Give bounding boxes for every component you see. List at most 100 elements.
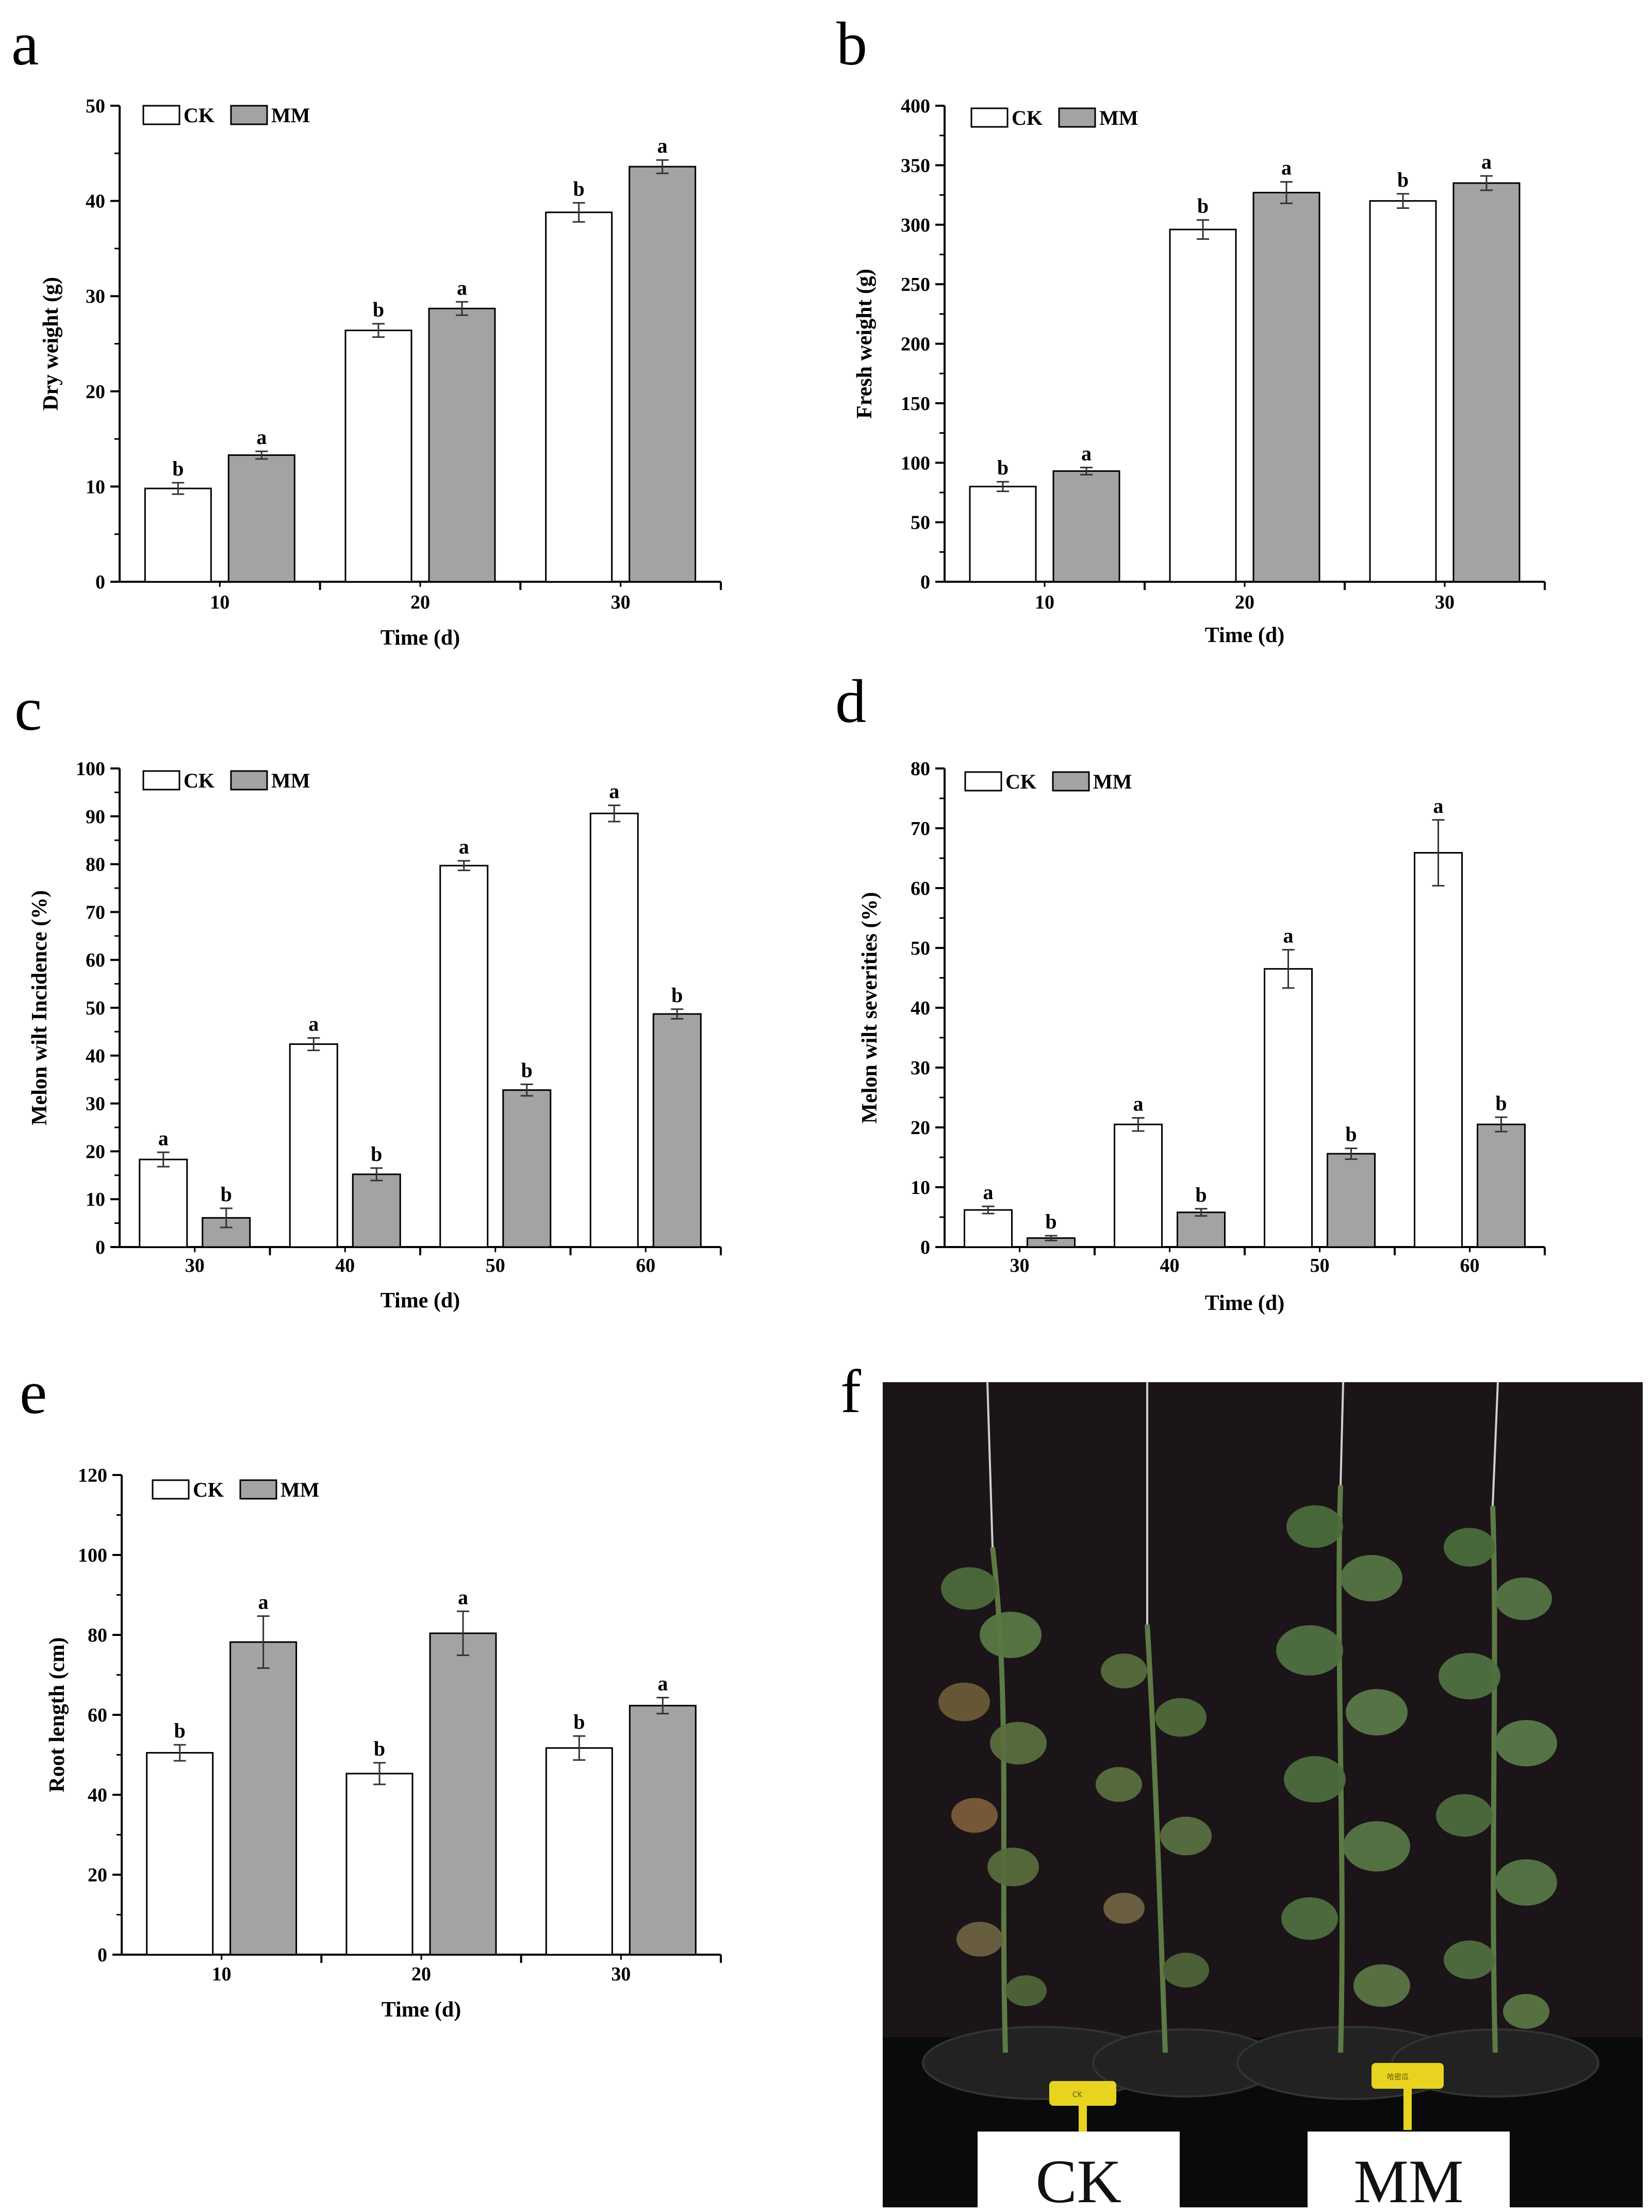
- legend-label-ck: CK: [184, 769, 214, 792]
- bar-ck: [969, 485, 1037, 583]
- y-axis-title: Dry weight (g): [39, 277, 63, 411]
- significance-letter: a: [983, 1181, 994, 1204]
- y-axis-title: Melon wilt Incidence (%): [28, 890, 52, 1125]
- y-tick-label: 60: [88, 1705, 107, 1726]
- bar-ck: [439, 864, 489, 1248]
- legend-swatch-ck: [964, 771, 1002, 792]
- bar-ck: [344, 330, 412, 583]
- bar-mm: [1177, 1211, 1226, 1248]
- leaf: [1281, 1897, 1338, 1940]
- bar-mm: [1452, 182, 1521, 583]
- photo-label-mm: MM: [1353, 2147, 1463, 2212]
- leaf: [1286, 1505, 1343, 1548]
- y-tick-label: 70: [86, 902, 105, 923]
- significance-letter: b: [373, 298, 384, 321]
- y-axis-title: Root length (cm): [45, 1637, 69, 1793]
- legend-label-mm: MM: [271, 104, 310, 127]
- y-tick-label: 50: [911, 938, 930, 959]
- leaf: [1160, 1816, 1212, 1856]
- bar-ck: [146, 1752, 214, 1956]
- significance-letter: a: [458, 1585, 468, 1609]
- bar-mm: [629, 166, 697, 583]
- x-tick-label: 50: [1310, 1255, 1330, 1276]
- leaf: [1495, 1859, 1557, 1906]
- leaf: [1155, 1698, 1207, 1737]
- x-axis-title: Time (d): [1205, 624, 1284, 647]
- legend-swatch-mm: [1052, 771, 1090, 792]
- legend-label-mm: MM: [1093, 770, 1132, 793]
- leaf: [1276, 1625, 1343, 1676]
- bar-mm: [1052, 470, 1120, 583]
- plant-stem: [1490, 1505, 1498, 2053]
- leaf: [938, 1682, 990, 1722]
- y-tick-label: 40: [88, 1784, 107, 1806]
- significance-letter: b: [521, 1058, 533, 1082]
- photo-panel: f CK 哈密瓜 CK MM: [840, 1357, 1643, 2212]
- legend-swatch-mm: [230, 105, 268, 125]
- x-tick-label: 30: [185, 1255, 205, 1276]
- x-tick-label: 30: [1010, 1255, 1030, 1276]
- significance-letter: a: [609, 779, 619, 802]
- significance-letter: b: [1197, 194, 1209, 218]
- x-tick-label: 30: [611, 1963, 631, 1985]
- leaf: [1101, 1653, 1147, 1689]
- chart-panel-e: e 0 20 40 60 80 100 120 10 b a 20 b a 30 b a CK MM Time (d)…: [20, 1358, 722, 2022]
- legend-swatch-ck: [142, 105, 180, 125]
- significance-letter: a: [1281, 156, 1292, 179]
- significance-letter: b: [1345, 1123, 1357, 1146]
- y-tick-label: 30: [911, 1057, 930, 1079]
- bar-mm: [227, 454, 295, 583]
- legend-label-ck: CK: [1005, 770, 1036, 793]
- significance-letter: b: [221, 1183, 232, 1206]
- legend-swatch-ck: [970, 107, 1009, 128]
- significance-letter: a: [308, 1012, 319, 1035]
- significance-letter: a: [1283, 924, 1294, 947]
- y-tick-label: 40: [911, 997, 930, 1019]
- x-tick-label: 60: [636, 1255, 655, 1276]
- leaf: [956, 1922, 1003, 1957]
- bar-ck: [1414, 852, 1463, 1248]
- y-tick-label: 50: [86, 95, 105, 117]
- chart-panel-c: c 0 10 20 30 40 50 60 70 80 90 100 30 a b 40 a b 50 a b 60 a b C…: [14, 675, 722, 1313]
- y-tick-label: 30: [86, 1093, 105, 1115]
- x-axis-title: Time (d): [381, 626, 460, 650]
- significance-letter: b: [371, 1142, 382, 1166]
- panel-letter-a: a: [11, 9, 39, 78]
- y-tick-label: 60: [86, 949, 105, 971]
- leaf: [1444, 1940, 1495, 1979]
- bar-ck: [139, 1158, 188, 1248]
- x-tick-label: 20: [1235, 592, 1254, 613]
- tag-text: CK: [1072, 2091, 1083, 2099]
- legend-swatch-ck: [152, 1479, 190, 1500]
- legend-label-ck: CK: [184, 104, 214, 127]
- x-axis-title: Time (d): [381, 1289, 460, 1313]
- significance-letter: b: [671, 984, 683, 1007]
- x-axis-title: Time (d): [382, 1998, 461, 2022]
- x-tick-label: 30: [1435, 592, 1455, 613]
- bar-ck: [964, 1209, 1013, 1248]
- plant-stem: [1145, 1624, 1168, 2053]
- y-axis-title: Melon wilt severities (%): [858, 892, 882, 1123]
- y-tick-label: 400: [901, 95, 930, 117]
- y-tick-label: 20: [88, 1864, 107, 1886]
- y-tick-label: 350: [901, 155, 930, 176]
- legend-swatch-mm: [239, 1479, 277, 1500]
- y-tick-label: 0: [920, 571, 930, 593]
- leaf: [1343, 1821, 1410, 1872]
- legend-label-ck: CK: [1012, 106, 1043, 129]
- significance-letter: a: [1133, 1092, 1144, 1115]
- y-tick-label: 250: [901, 274, 930, 296]
- plant-leaves: [938, 1505, 1557, 2029]
- leaf: [980, 1612, 1042, 1658]
- support-string: [1340, 1382, 1344, 1486]
- legend-swatch-mm: [230, 770, 268, 791]
- y-tick-label: 20: [86, 381, 105, 403]
- leaf: [1495, 1577, 1552, 1620]
- leaf: [1341, 1555, 1402, 1601]
- bar-mm: [428, 307, 496, 583]
- panel-letter-f: f: [840, 1357, 861, 1425]
- y-tick-label: 150: [901, 393, 930, 415]
- y-tick-label: 80: [911, 758, 930, 780]
- leaf: [1495, 1720, 1557, 1766]
